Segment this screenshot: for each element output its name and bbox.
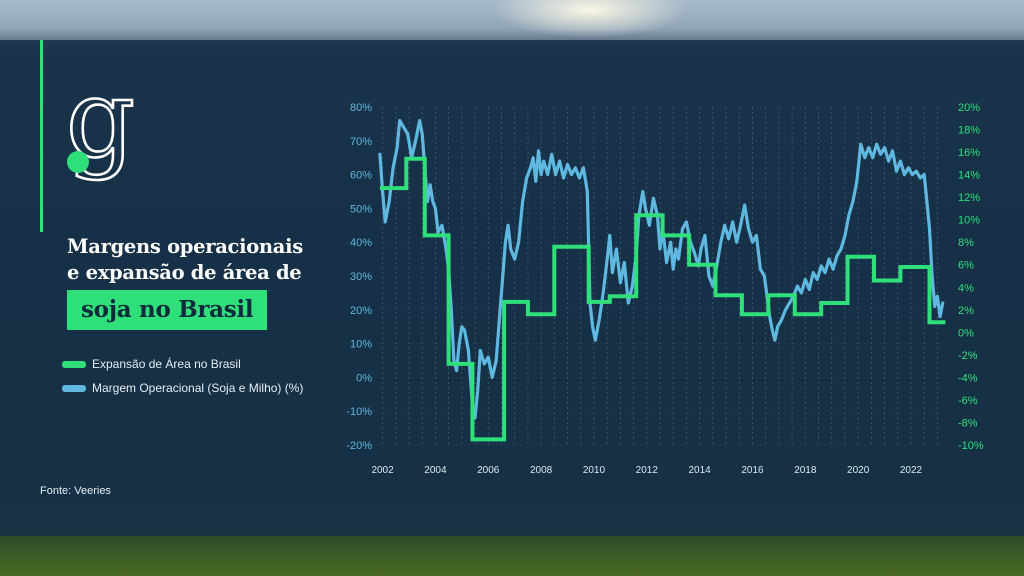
chart-grid bbox=[372, 106, 948, 446]
y-right-tick-label: 4% bbox=[958, 282, 974, 294]
title-line-1: Margens operacionais bbox=[67, 235, 303, 258]
chart-title: Margens operacionais e expansão de área … bbox=[67, 234, 337, 286]
legend-label: Margem Operacional (Soja e Milho) (%) bbox=[92, 381, 304, 395]
title-highlight: soja no Brasil bbox=[67, 290, 268, 330]
content-panel bbox=[0, 40, 1024, 536]
y-right-tick-label: -2% bbox=[958, 350, 978, 362]
y-right-tick-label: -8% bbox=[958, 417, 978, 429]
chart-series bbox=[378, 118, 946, 442]
x-tick-label: 2016 bbox=[741, 465, 764, 476]
y-right-tick-label: 18% bbox=[958, 125, 980, 137]
x-tick-label: 2002 bbox=[371, 465, 394, 476]
title-line-2: e expansão de área de bbox=[67, 261, 302, 284]
source-note: Fonte: Veeries bbox=[40, 485, 111, 497]
series-expansao-area bbox=[379, 156, 946, 442]
legend-item-area: Expansão de Área no Brasil bbox=[62, 357, 241, 371]
y-left-tick-label: 10% bbox=[350, 339, 372, 351]
y-right-tick-label: 8% bbox=[958, 237, 974, 249]
y-right-tick-label: 6% bbox=[958, 260, 974, 272]
right-axis: 20% 18% 16% 14% 12% 10% 8% 6% 4% 2% 0% -2% -4% -6% -8%… bbox=[958, 102, 984, 452]
x-tick-label: 2004 bbox=[424, 465, 447, 476]
series-margem-operacional bbox=[378, 118, 945, 420]
x-tick-label: 2008 bbox=[530, 465, 553, 476]
left-axis: 80% 70% 60% 50% 40% 30% 20% 10% 0% -10% -20% bbox=[346, 102, 372, 452]
y-right-tick-label: 2% bbox=[958, 305, 974, 317]
line-chart: 80% 70% 60% 50% 40% 30% 20% 10% 0% -10% -20% 20% 18… bbox=[346, 102, 984, 476]
x-axis: 2002 2004 2006 2008 2010 2012 2014 2016 2018 2020… bbox=[371, 465, 922, 476]
x-tick-label: 2006 bbox=[477, 465, 500, 476]
y-left-tick-label: 80% bbox=[350, 102, 372, 114]
x-tick-label: 2010 bbox=[583, 465, 606, 476]
x-tick-label: 2022 bbox=[900, 465, 923, 476]
y-left-tick-label: -20% bbox=[346, 440, 372, 452]
legend-item-margin: Margem Operacional (Soja e Milho) (%) bbox=[62, 381, 303, 395]
y-right-tick-label: 16% bbox=[958, 147, 980, 159]
y-right-tick-label: 10% bbox=[958, 215, 980, 227]
x-tick-label: 2018 bbox=[794, 465, 817, 476]
y-right-tick-label: -6% bbox=[958, 395, 978, 407]
accent-line bbox=[40, 40, 43, 232]
legend-swatch-blue bbox=[62, 384, 86, 392]
y-right-tick-label: -10% bbox=[958, 440, 984, 452]
y-right-tick-label: 14% bbox=[958, 170, 980, 182]
legend-label: Expansão de Área no Brasil bbox=[92, 357, 241, 371]
x-tick-label: 2020 bbox=[847, 465, 870, 476]
logo-dot bbox=[67, 151, 89, 173]
y-left-tick-label: 70% bbox=[350, 136, 372, 148]
brand-logo: g bbox=[65, 76, 137, 183]
y-left-tick-label: 60% bbox=[350, 170, 372, 182]
y-right-tick-label: 12% bbox=[958, 192, 980, 204]
x-tick-label: 2014 bbox=[689, 465, 712, 476]
y-left-tick-label: -10% bbox=[346, 406, 372, 418]
y-left-tick-label: 40% bbox=[350, 237, 372, 249]
y-left-tick-label: 0% bbox=[356, 372, 372, 384]
y-left-tick-label: 20% bbox=[350, 305, 372, 317]
legend-swatch-green bbox=[62, 360, 86, 368]
y-left-tick-label: 50% bbox=[350, 203, 372, 215]
y-right-tick-label: 20% bbox=[958, 102, 980, 114]
y-left-tick-label: 30% bbox=[350, 271, 372, 283]
x-tick-label: 2012 bbox=[636, 465, 659, 476]
y-right-tick-label: -4% bbox=[958, 372, 978, 384]
y-right-tick-label: 0% bbox=[958, 327, 974, 339]
